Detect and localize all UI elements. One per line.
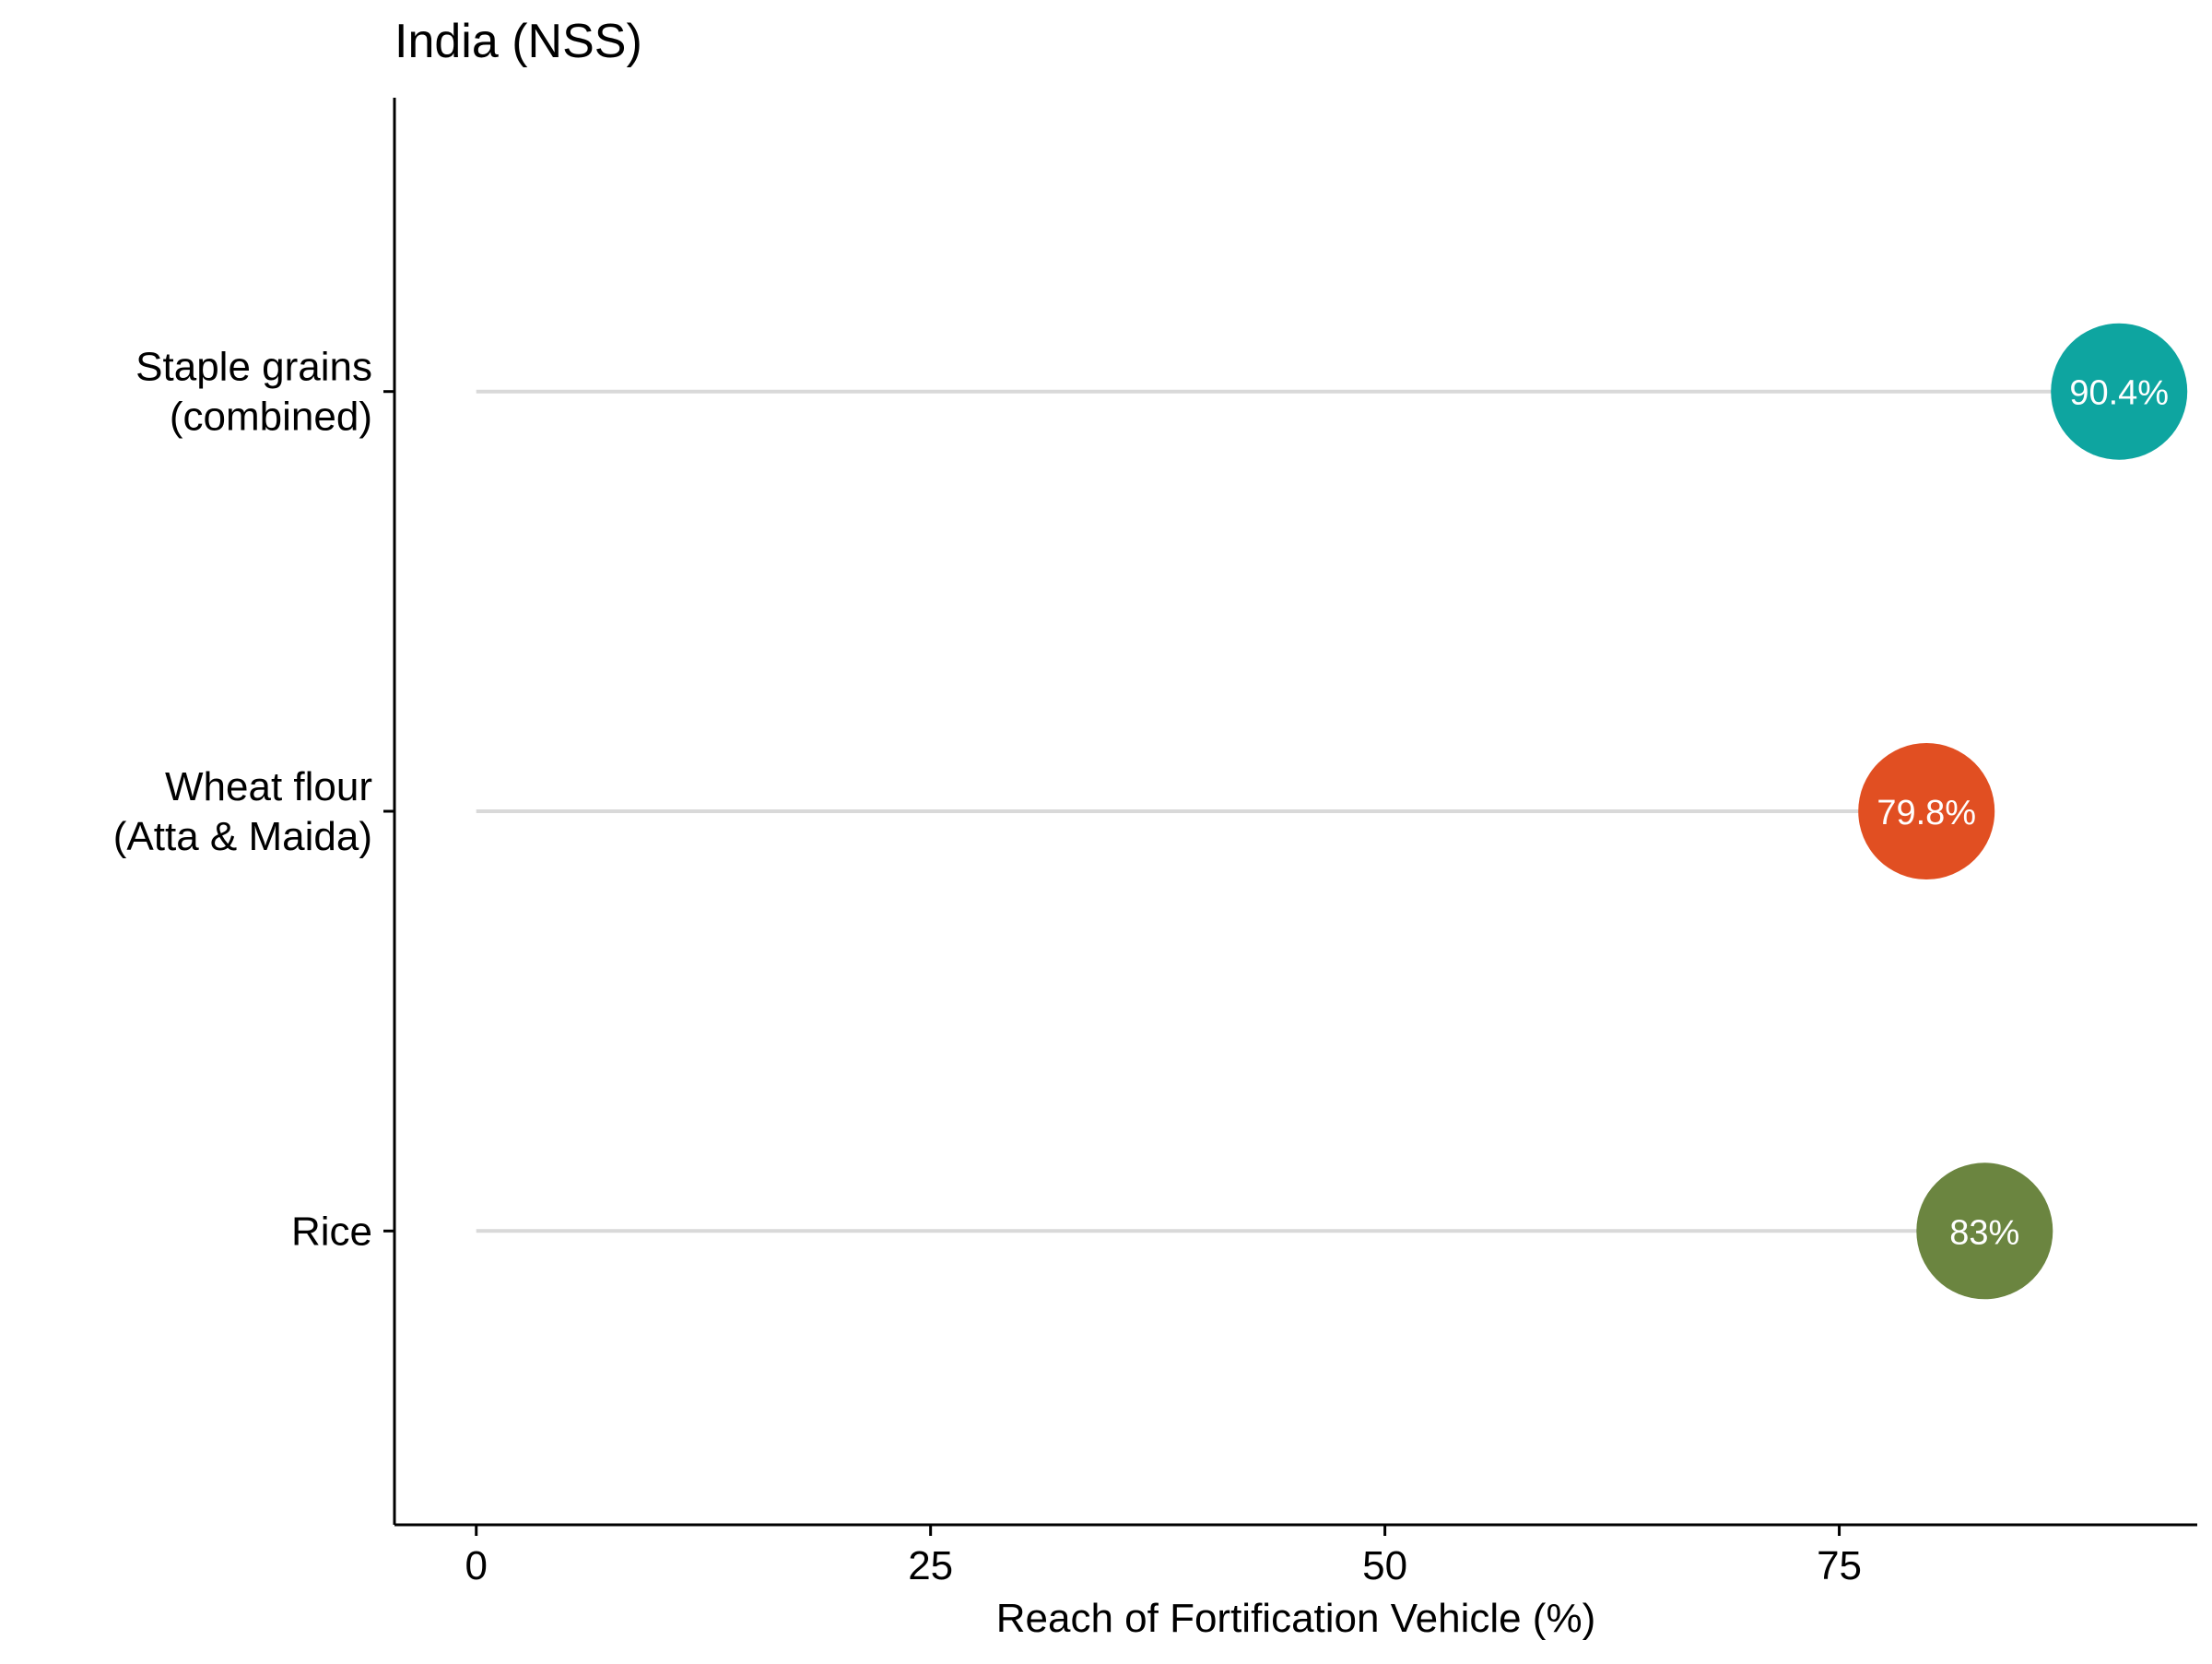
x-tick-label: 75 xyxy=(1817,1543,1862,1588)
chart-title: India (NSS) xyxy=(394,15,642,68)
lollipop-dot xyxy=(1916,1162,2053,1300)
y-tick-label: (combined) xyxy=(170,395,372,440)
lollipop-dot xyxy=(2051,323,2188,460)
lollipop-dot xyxy=(1858,743,1995,879)
stem-layer xyxy=(476,389,2120,1233)
y-tick-label: Wheat flour xyxy=(165,764,372,809)
x-tick-label: 0 xyxy=(465,1543,487,1588)
data-label: 79.8% xyxy=(1877,794,1976,832)
x-axis-title: Reach of Fortification Vehicle (%) xyxy=(996,1596,1596,1641)
y-axis-ticks: Staple grains (combined) Wheat flour (Atta … xyxy=(113,345,394,1254)
dot-layer: 90.4% 79.8% 83% xyxy=(1858,323,2188,1300)
data-label: 83% xyxy=(1949,1213,2019,1252)
y-tick-label: Staple grains xyxy=(135,345,372,390)
x-tick-label: 25 xyxy=(908,1543,953,1588)
x-tick-label: 50 xyxy=(1362,1543,1407,1588)
data-label: 90.4% xyxy=(2069,374,2169,413)
x-axis-ticks: 0 25 50 75 xyxy=(465,1525,1862,1588)
y-tick-label: Rice xyxy=(291,1209,372,1254)
y-tick-label: (Atta & Maida) xyxy=(113,814,372,859)
